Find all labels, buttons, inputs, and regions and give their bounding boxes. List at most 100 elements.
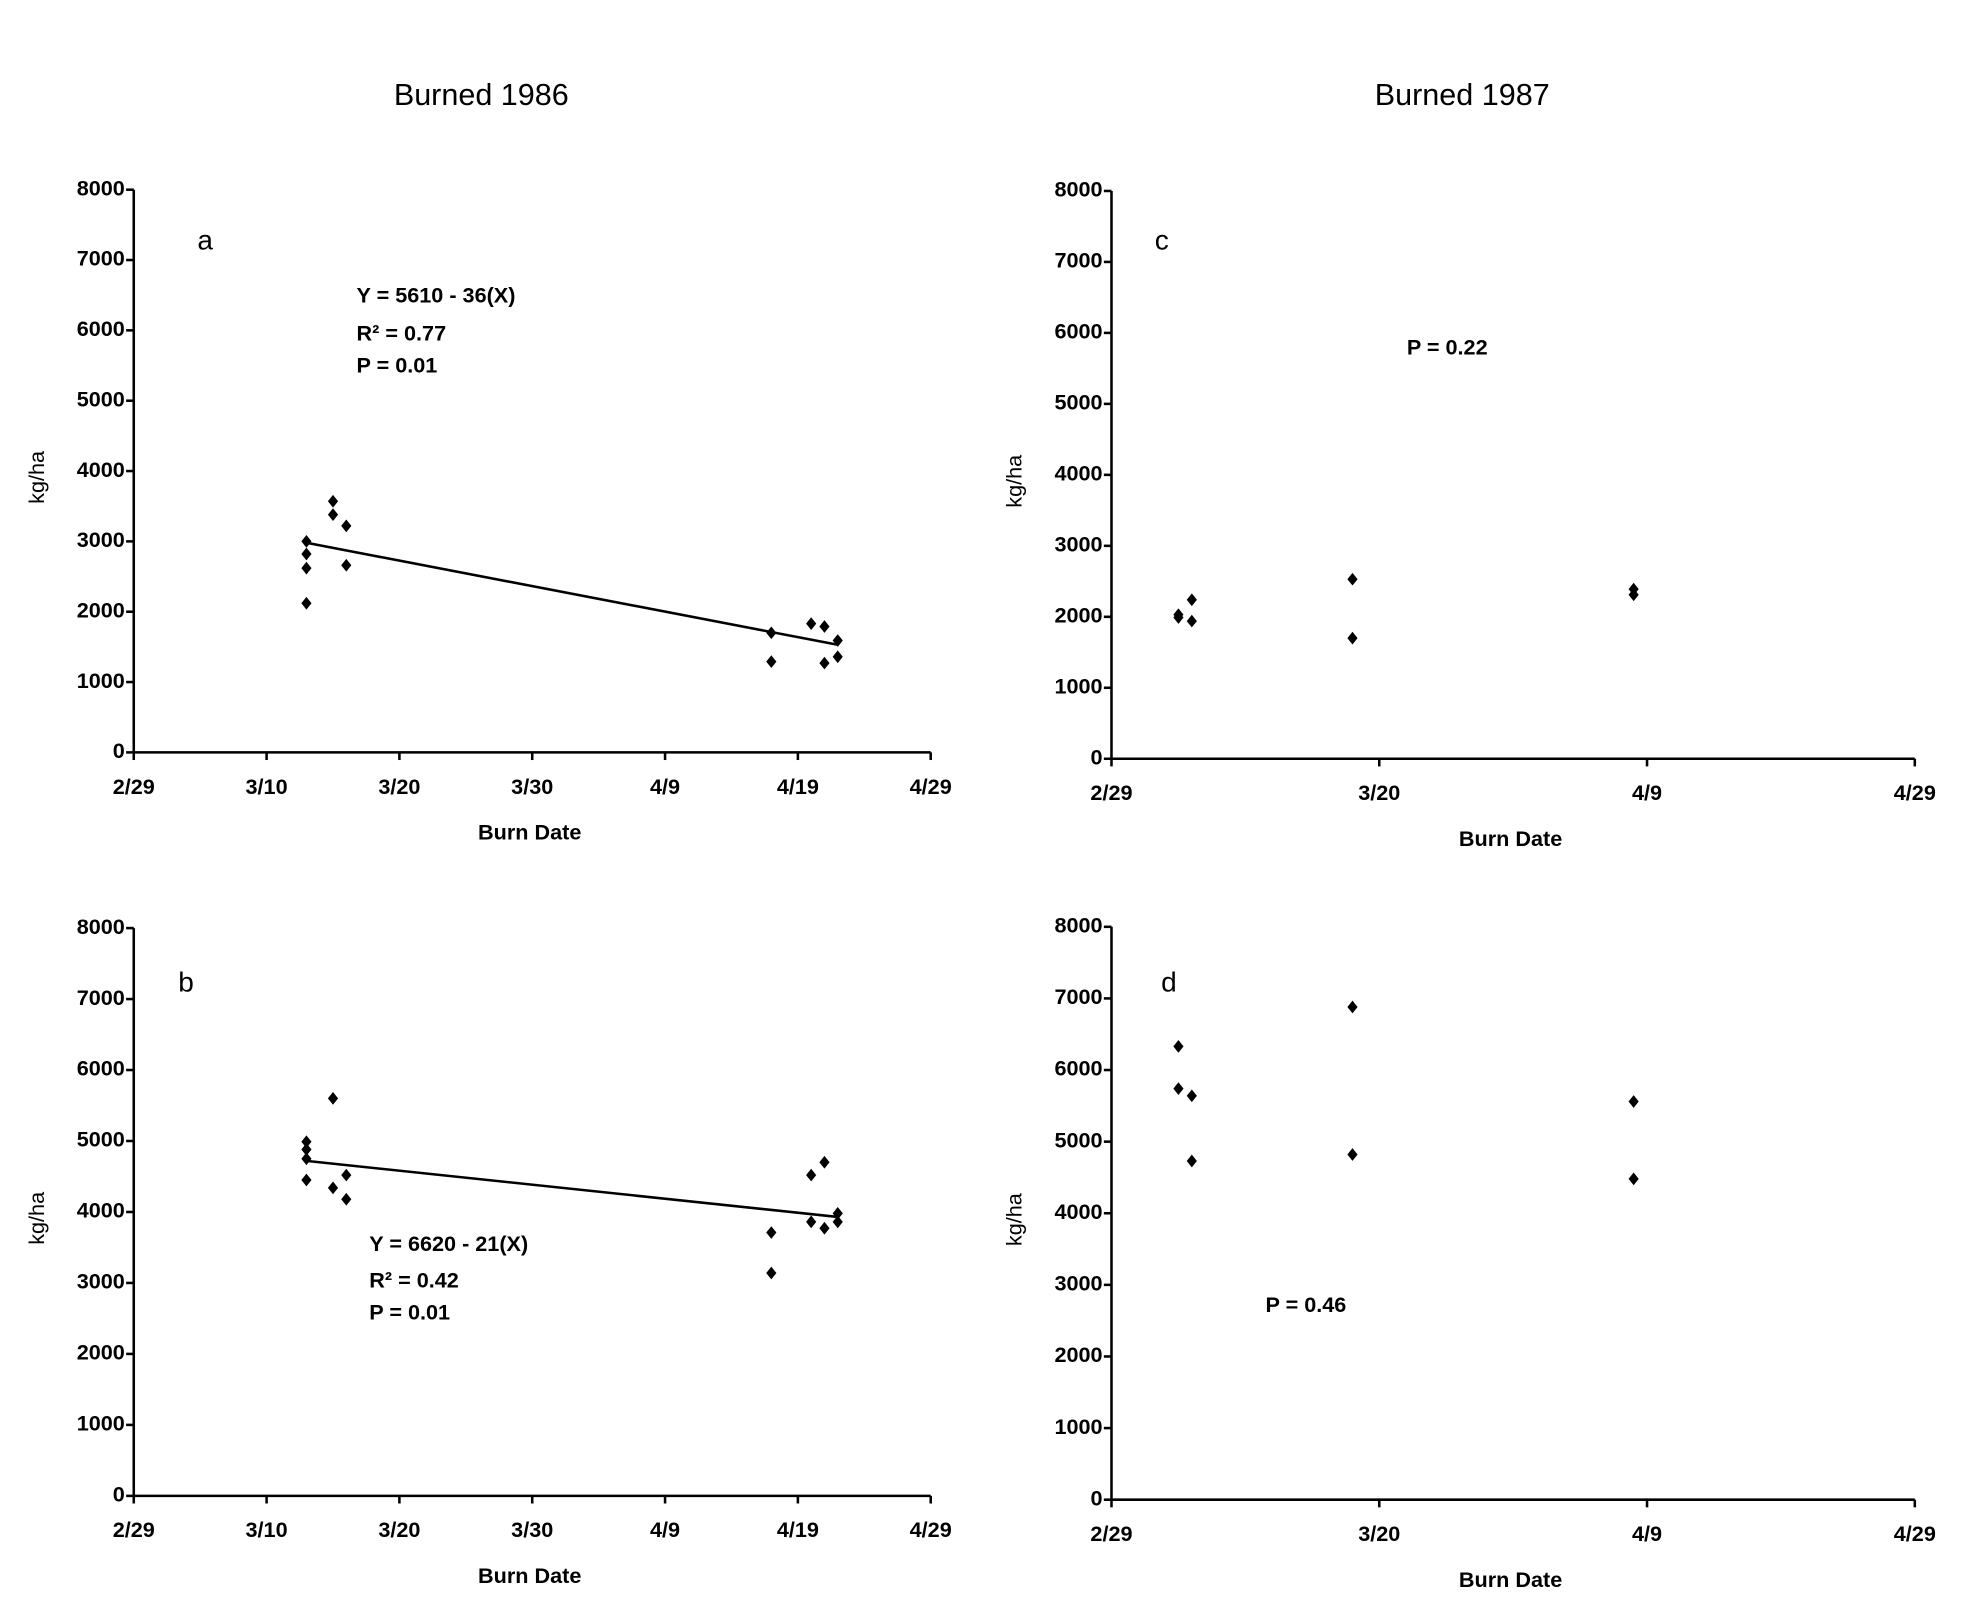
point: [1628, 588, 1639, 602]
x-tick-label: 3/30: [511, 1517, 553, 1542]
y-tick-label: 0: [1091, 744, 1103, 769]
x-tick-label: 3/20: [1358, 780, 1400, 805]
x-tick-label: 2/29: [113, 1517, 155, 1542]
point: [327, 1092, 339, 1105]
y-axis-label: kg/ha: [24, 1191, 49, 1245]
x-tick-label: 4/9: [650, 1517, 680, 1542]
point: [1186, 1089, 1197, 1103]
y-tick-label: 7000: [77, 246, 125, 271]
point: [819, 1155, 830, 1169]
y-tick-label: 8000: [77, 914, 125, 939]
y-tick-label: 1000: [1054, 1414, 1102, 1439]
point: [766, 1266, 777, 1280]
annotation: P = 0.01: [369, 1300, 450, 1325]
point: [1628, 1095, 1639, 1108]
column-title: Burned 1987: [1375, 78, 1550, 112]
y-tick-label: 5000: [1054, 390, 1102, 415]
point: [301, 596, 312, 610]
y-tick-label: 7000: [1054, 984, 1102, 1009]
point: [806, 1168, 817, 1182]
y-tick-label: 2000: [77, 1340, 125, 1365]
fit-line: [306, 541, 838, 647]
x-axis-label: Burn Date: [478, 1563, 581, 1588]
y-tick-label: 8000: [77, 175, 125, 200]
annotation: P = 0.46: [1266, 1292, 1347, 1317]
point: [766, 1226, 777, 1239]
y-tick-label: 5000: [77, 386, 125, 411]
point: [341, 1192, 352, 1206]
y-tick-label: 8000: [1054, 177, 1102, 202]
annotation: Y = 6620 - 21(X): [369, 1231, 528, 1256]
point: [832, 650, 843, 664]
y-tick-label: 4000: [77, 1198, 125, 1223]
point: [301, 1135, 312, 1149]
point: [341, 558, 352, 572]
annotation: Y = 5610 - 36(X): [357, 282, 516, 307]
point: [1173, 1082, 1184, 1096]
panel-letter: b: [178, 966, 194, 997]
annotation: P = 0.22: [1407, 335, 1488, 360]
fit-line: [306, 1159, 838, 1219]
y-tick-label: 3000: [1054, 532, 1102, 557]
x-tick-label: 4/9: [650, 774, 680, 799]
x-axis-label: Burn Date: [1459, 826, 1562, 851]
y-tick-label: 2000: [1054, 1342, 1102, 1367]
x-tick-label: 3/10: [246, 774, 288, 799]
y-tick-label: 5000: [1054, 1127, 1102, 1152]
x-tick-label: 3/20: [378, 774, 420, 799]
y-tick-label: 1000: [77, 668, 125, 693]
point: [301, 547, 312, 561]
point: [1186, 1154, 1197, 1168]
column-title: Burned 1986: [394, 78, 569, 112]
y-tick-label: 7000: [77, 985, 125, 1010]
point: [1347, 572, 1358, 586]
annotation: R² = 0.77: [357, 321, 447, 346]
x-tick-label: 4/9: [1632, 1521, 1662, 1546]
y-tick-label: 4000: [1054, 461, 1102, 486]
x-tick-label: 4/29: [910, 774, 952, 799]
panel-letter: a: [197, 224, 213, 255]
x-tick-label: 2/29: [1090, 1521, 1132, 1546]
point: [766, 626, 777, 640]
y-tick-label: 1000: [77, 1411, 125, 1436]
point: [806, 617, 817, 631]
point: [301, 1173, 312, 1187]
x-tick-label: 3/20: [1358, 1521, 1400, 1546]
y-tick-label: 4000: [77, 457, 125, 482]
point: [1186, 593, 1197, 607]
x-tick-label: 3/30: [511, 774, 553, 799]
x-tick-label: 3/10: [246, 1517, 288, 1542]
point: [301, 535, 312, 548]
point: [832, 1215, 843, 1229]
y-tick-label: 2000: [1054, 603, 1102, 628]
panel-letter: c: [1155, 224, 1169, 255]
point: [1628, 1172, 1639, 1186]
point: [819, 656, 830, 670]
y-tick-label: 6000: [77, 1056, 125, 1081]
point: [832, 634, 843, 647]
y-tick-label: 6000: [77, 316, 125, 341]
x-tick-label: 2/29: [113, 774, 155, 799]
point: [1347, 631, 1358, 645]
annotation: R² = 0.42: [369, 1268, 459, 1293]
y-tick-label: 5000: [77, 1127, 125, 1152]
y-tick-label: 4000: [1054, 1199, 1102, 1224]
x-axis-label: Burn Date: [478, 820, 581, 845]
point: [766, 655, 777, 669]
point: [341, 1168, 352, 1182]
y-tick-label: 3000: [77, 527, 125, 552]
x-tick-label: 4/19: [777, 774, 819, 799]
y-axis-label: kg/ha: [1002, 454, 1027, 508]
y-tick-label: 3000: [77, 1269, 125, 1294]
x-tick-label: 3/20: [378, 1517, 420, 1542]
point: [1173, 1040, 1184, 1053]
point: [301, 1143, 312, 1156]
point: [301, 561, 312, 575]
y-tick-label: 8000: [1054, 913, 1102, 938]
x-tick-label: 4/9: [1632, 780, 1662, 805]
y-tick-label: 0: [1091, 1485, 1103, 1510]
point: [1347, 1000, 1358, 1014]
point: [819, 1221, 830, 1235]
point: [327, 1181, 339, 1195]
